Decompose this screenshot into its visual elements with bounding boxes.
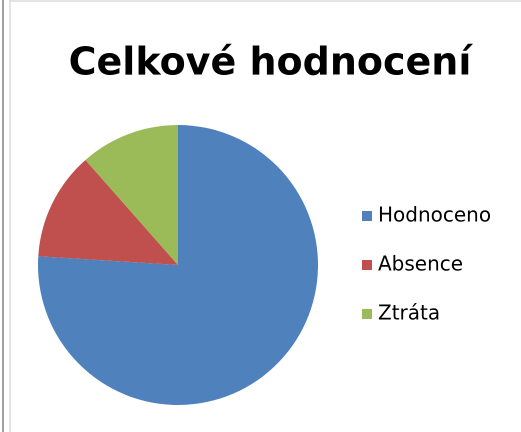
legend-swatch — [362, 309, 372, 319]
pie-slice — [85, 125, 178, 265]
legend-label: Absence — [378, 252, 463, 276]
pie-slice — [38, 159, 178, 265]
legend-swatch — [362, 211, 372, 221]
legend-label: Ztráta — [378, 301, 440, 325]
pie-slice — [37, 125, 319, 405]
legend-label: Hodnoceno — [378, 203, 491, 227]
legend-swatch — [362, 260, 372, 270]
chart-title: Celkové hodnocení — [69, 40, 474, 84]
